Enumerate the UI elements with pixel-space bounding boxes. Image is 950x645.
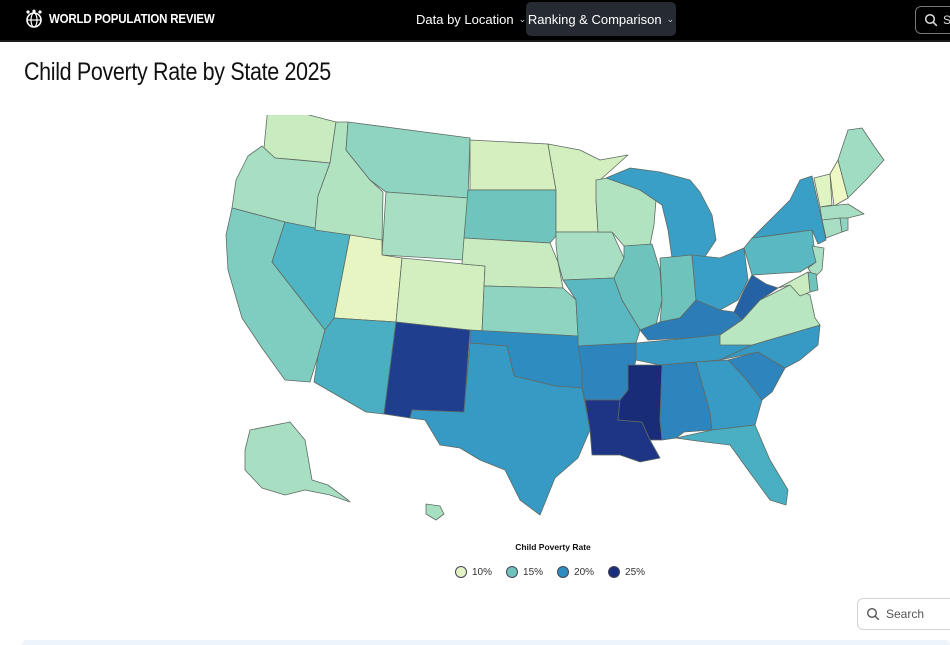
state-AK[interactable]: [244, 421, 351, 503]
state-CO[interactable]: [395, 257, 486, 333]
state-MD[interactable]: [777, 271, 811, 297]
legend-item-20[interactable]: 20%: [557, 566, 594, 578]
search-icon: [924, 13, 938, 27]
state-VT[interactable]: [813, 173, 833, 208]
brand-name: WORLD POPULATION REVIEW: [49, 12, 215, 26]
map-legend: 10% 15% 20% 25%: [455, 566, 645, 578]
nav-data-by-location[interactable]: Data by Location ⌄: [416, 2, 526, 36]
state-AZ[interactable]: [313, 317, 397, 415]
globe-people-icon: [26, 9, 42, 28]
brand-logo-link[interactable]: WORLD POPULATION REVIEW: [24, 9, 229, 29]
content-panel-edge: [22, 640, 950, 645]
page-title: Child Poverty Rate by State 2025: [24, 58, 331, 86]
legend-label: 25%: [625, 566, 646, 578]
state-NM[interactable]: [383, 321, 471, 419]
state-NC[interactable]: [719, 324, 821, 369]
nav-data-by-location-label: Data by Location: [416, 11, 514, 27]
state-ND[interactable]: [469, 139, 557, 191]
legend-swatch: [506, 566, 519, 578]
legend-swatch: [557, 566, 570, 578]
state-MI[interactable]: [605, 167, 717, 259]
legend-item-25[interactable]: 25%: [608, 566, 645, 578]
state-WV[interactable]: [733, 274, 779, 321]
us-choropleth-map: [190, 105, 900, 525]
state-SD[interactable]: [463, 189, 557, 244]
legend-swatch: [608, 566, 621, 578]
nav-ranking-comparison-label: Ranking & Comparison: [527, 11, 662, 27]
header-search-label: S: [943, 13, 950, 27]
state-FL[interactable]: [675, 424, 789, 506]
state-KS[interactable]: [481, 285, 579, 337]
legend-label: 20%: [574, 566, 595, 578]
state-RI[interactable]: [839, 217, 849, 233]
legend-item-10[interactable]: 10%: [455, 566, 492, 578]
state-WY[interactable]: [381, 191, 469, 261]
legend-swatch: [455, 566, 467, 578]
page-search-placeholder: Search: [886, 607, 925, 621]
legend-label: 15%: [523, 566, 544, 578]
state-HI[interactable]: [425, 503, 445, 521]
state-ME[interactable]: [837, 127, 885, 199]
chevron-down-icon: ⌄: [666, 13, 675, 24]
map-svg: [225, 105, 885, 521]
legend-label: 10%: [472, 566, 493, 578]
chevron-down-icon: ⌄: [518, 13, 527, 24]
state-NY[interactable]: [751, 175, 827, 245]
state-CT[interactable]: [821, 217, 843, 239]
search-icon: [866, 607, 880, 621]
nav-ranking-comparison[interactable]: Ranking & Comparison ⌄: [526, 2, 676, 36]
state-IA[interactable]: [555, 231, 625, 281]
legend-item-15[interactable]: 15%: [506, 566, 543, 578]
header-search-button[interactable]: S: [915, 6, 950, 34]
state-MA[interactable]: [819, 203, 865, 221]
state-TX[interactable]: [409, 342, 591, 516]
legend-title: Child Poverty Rate: [515, 542, 591, 552]
top-navigation-bar: WORLD POPULATION REVIEW Data by Location…: [0, 0, 950, 42]
page-search-input[interactable]: Search: [857, 598, 950, 630]
state-WA[interactable]: [263, 105, 337, 164]
